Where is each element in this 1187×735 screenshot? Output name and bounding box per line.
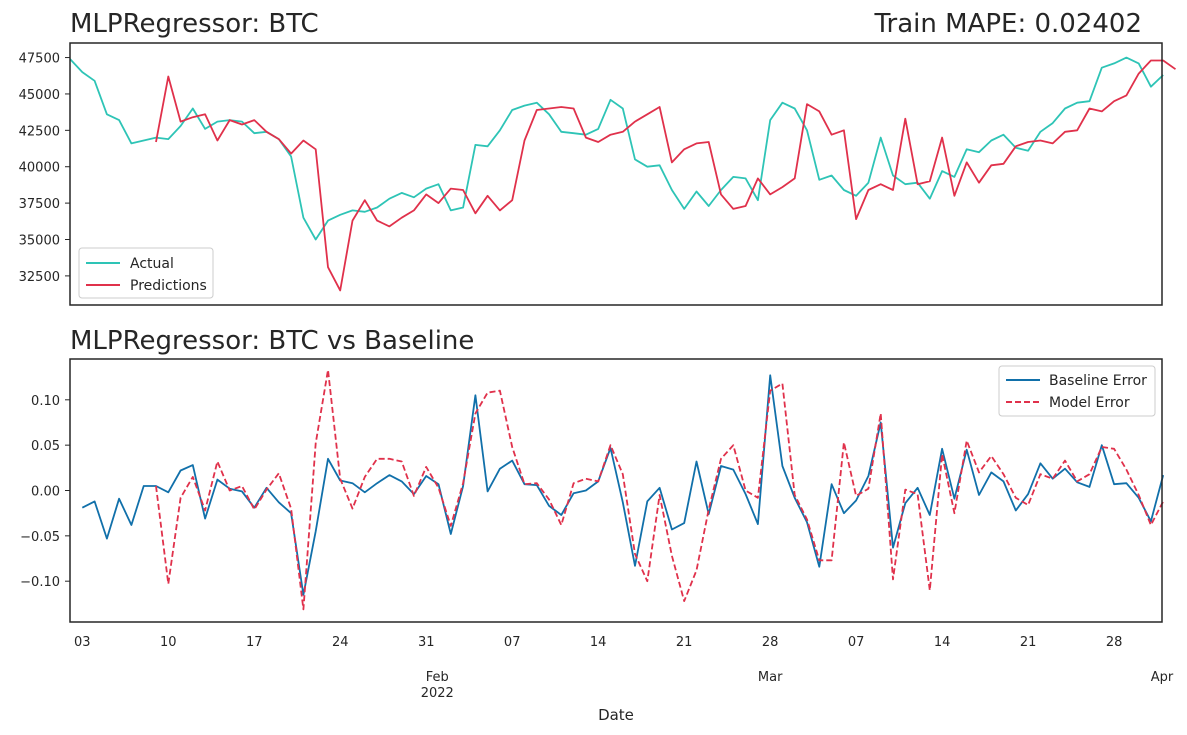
actual-line (69, 56, 1164, 241)
price-plot-area (69, 56, 1177, 292)
x-month-label: Apr (1151, 670, 1174, 685)
price-legend: Actual Predictions (78, 247, 214, 299)
x-tick-label: 07 (848, 635, 865, 650)
legend-model-error-label: Model Error (1049, 395, 1130, 411)
error-legend-box (998, 365, 1156, 417)
error-y-tick-label: 0.05 (31, 439, 60, 454)
x-year-label: 2022 (421, 686, 454, 701)
x-tick-label: 07 (504, 635, 521, 650)
error-plot-area (81, 368, 1165, 611)
x-tick-label: 03 (74, 635, 91, 650)
x-tick-label: 31 (418, 635, 435, 650)
price-y-tick-label: 32500 (19, 270, 60, 285)
x-month-label: Mar (758, 670, 783, 685)
x-tick-label: 28 (762, 635, 779, 650)
x-tick-label: 14 (590, 635, 607, 650)
x-tick-label: 21 (1020, 635, 1037, 650)
error-panel: MLPRegressor: BTC vs Baseline −0.10 −0.05… (20, 326, 1174, 724)
price-panel: MLPRegressor: BTC Train MAPE: 0.02402 32… (19, 9, 1177, 306)
legend-predictions-label: Predictions (130, 278, 207, 294)
price-y-tick-label: 40000 (19, 161, 60, 176)
baseline-error-line (81, 374, 1165, 596)
x-tick-label: 24 (332, 635, 349, 650)
price-y-tick-label: 35000 (19, 234, 60, 249)
error-legend: Baseline Error Model Error (998, 365, 1156, 417)
error-y-tick-label: −0.05 (20, 530, 60, 545)
legend-actual-label: Actual (130, 256, 174, 272)
price-y-tick-label: 37500 (19, 197, 60, 212)
date-axis-label: Date (598, 706, 634, 724)
error-chart-title: MLPRegressor: BTC vs Baseline (70, 326, 474, 356)
error-y-axis: −0.10 −0.05 0.00 0.05 0.10 (20, 394, 70, 590)
error-y-tick-label: 0.00 (31, 485, 60, 500)
x-tick-label: 10 (160, 635, 177, 650)
predictions-line (155, 59, 1177, 292)
price-y-axis: 32500 35000 37500 40000 42500 45000 47500 (19, 52, 70, 285)
error-plot-frame (69, 358, 1163, 623)
x-tick-label: 14 (934, 635, 951, 650)
price-y-tick-label: 47500 (19, 52, 60, 67)
x-tick-label: 21 (676, 635, 693, 650)
train-mape-label: Train MAPE: 0.02402 (873, 9, 1142, 39)
x-month-label: Feb (426, 670, 449, 685)
error-y-tick-label: −0.10 (20, 575, 60, 590)
price-y-tick-label: 45000 (19, 88, 60, 103)
price-y-tick-label: 42500 (19, 124, 60, 139)
price-plot-frame (69, 42, 1163, 306)
x-tick-label: 28 (1106, 635, 1123, 650)
x-tick-label: 17 (246, 635, 263, 650)
model-error-line (155, 368, 1164, 611)
error-y-tick-label: 0.10 (31, 394, 60, 409)
legend-baseline-error-label: Baseline Error (1049, 373, 1147, 389)
price-chart-title: MLPRegressor: BTC (70, 9, 319, 39)
